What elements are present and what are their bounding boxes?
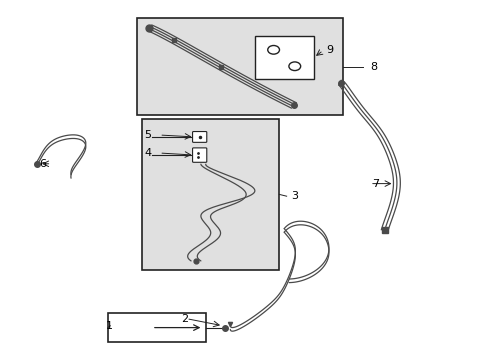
Text: 8: 8: [370, 62, 377, 72]
Bar: [255, 36, 314, 79]
Text: 7: 7: [372, 179, 380, 189]
Bar: [108, 313, 206, 342]
Text: 4: 4: [145, 148, 152, 158]
Bar: [137, 18, 343, 115]
Text: 2: 2: [181, 314, 189, 324]
Text: 5: 5: [145, 130, 151, 140]
Text: 1: 1: [105, 321, 112, 331]
Text: 6: 6: [39, 159, 46, 169]
FancyBboxPatch shape: [193, 148, 207, 162]
Text: 9: 9: [326, 45, 333, 55]
FancyBboxPatch shape: [193, 131, 207, 142]
Bar: [142, 119, 279, 270]
Text: 3: 3: [292, 191, 298, 201]
